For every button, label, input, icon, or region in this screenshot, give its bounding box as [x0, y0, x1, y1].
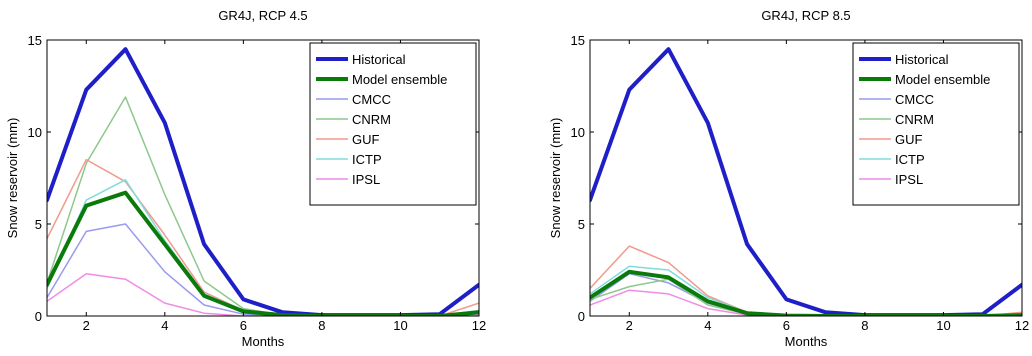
- chart-2-title: GR4J, RCP 8.5: [761, 8, 850, 23]
- chart-1-xtick-label: 4: [161, 318, 168, 333]
- chart-1-legend-label: ICTP: [352, 152, 382, 167]
- chart-2-xlabel: Months: [785, 334, 828, 349]
- chart-2-series-cnrm: [590, 278, 1022, 316]
- chart-2-legend-label: Model ensemble: [895, 72, 990, 87]
- chart-2-legend-label: Historical: [895, 52, 949, 67]
- chart-2-legend-label: IPSL: [895, 172, 923, 187]
- chart-1-series-model-ensemble: [47, 190, 479, 316]
- chart-1-legend-label: GUF: [352, 132, 380, 147]
- chart-2-ytick-label: 5: [578, 217, 585, 232]
- chart-2-series-cmcc: [590, 272, 1022, 316]
- chart-1-xlabel: Months: [242, 334, 285, 349]
- chart-2-legend-box: [852, 42, 1020, 206]
- chart-2-xtick-label: 10: [936, 318, 950, 333]
- chart-1-series-ipsl: [47, 272, 479, 316]
- chart-1-xtick-label: 6: [240, 318, 247, 333]
- chart-1-xtick-label: 2: [83, 318, 90, 333]
- chart-1-ytick-label: 10: [28, 125, 42, 140]
- chart-1-axes-box: [46, 39, 480, 317]
- chart-1-ytick-label: 15: [28, 33, 42, 48]
- chart-2-xtick-label: 2: [626, 318, 633, 333]
- chart-1-legend-label: Model ensemble: [352, 72, 447, 87]
- chart-1-title: GR4J, RCP 4.5: [218, 8, 307, 23]
- chart-2-xtick-label: 12: [1015, 318, 1029, 333]
- chart-2-series-model-ensemble: [590, 269, 1022, 316]
- chart-1-legend-box: [309, 42, 477, 206]
- chart-2-xtick-label: 6: [783, 318, 790, 333]
- chart-1-legend-label: CNRM: [352, 112, 391, 127]
- chart-2-ytick-label: 15: [571, 33, 585, 48]
- chart-1-ytick-label: 5: [35, 217, 42, 232]
- chart-2-xtick-label: 8: [861, 318, 868, 333]
- chart-1-legend: Historical Model ensemble CMCC CNRM GUF ICTP I…: [309, 42, 477, 206]
- chart-1-ytick-label: 0: [35, 309, 42, 324]
- chart-2-series-ipsl: [590, 289, 1022, 316]
- chart-1-legend-label: IPSL: [352, 172, 380, 187]
- chart-1-series-cmcc: [47, 223, 479, 316]
- chart-1-xtick-label: 8: [318, 318, 325, 333]
- chart-2: 2 4 6 8 10 12 0 5 10 15 GR4J, RCP 8.5 Months Snow re…: [548, 8, 1029, 349]
- chart-1-ylabel: Snow reservoir (mm): [5, 118, 20, 239]
- chart-2-ylabel: Snow reservoir (mm): [548, 118, 563, 239]
- chart-1-legend-label: CMCC: [352, 92, 391, 107]
- chart-2-axes-box: [589, 39, 1023, 317]
- chart-1-xtick-label: 10: [393, 318, 407, 333]
- chart-2-legend-label: CMCC: [895, 92, 934, 107]
- chart-1: 2 4 6 8 10 12 0 5 10 15 GR4J, RCP 4.5 Months Snow re…: [5, 8, 486, 349]
- chart-1-legend-label: Historical: [352, 52, 406, 67]
- chart-1-series-group: [47, 47, 479, 316]
- chart-2-xtick-label: 4: [704, 318, 711, 333]
- chart-1-xtick-label: 12: [472, 318, 486, 333]
- chart-2-ytick-label: 10: [571, 125, 585, 140]
- chart-2-legend-label: CNRM: [895, 112, 934, 127]
- chart-2-legend: Historical Model ensemble CMCC CNRM GUF ICTP I…: [852, 42, 1020, 206]
- chart-2-ytick-label: 0: [578, 309, 585, 324]
- chart-2-legend-label: ICTP: [895, 152, 925, 167]
- chart-2-legend-label: GUF: [895, 132, 923, 147]
